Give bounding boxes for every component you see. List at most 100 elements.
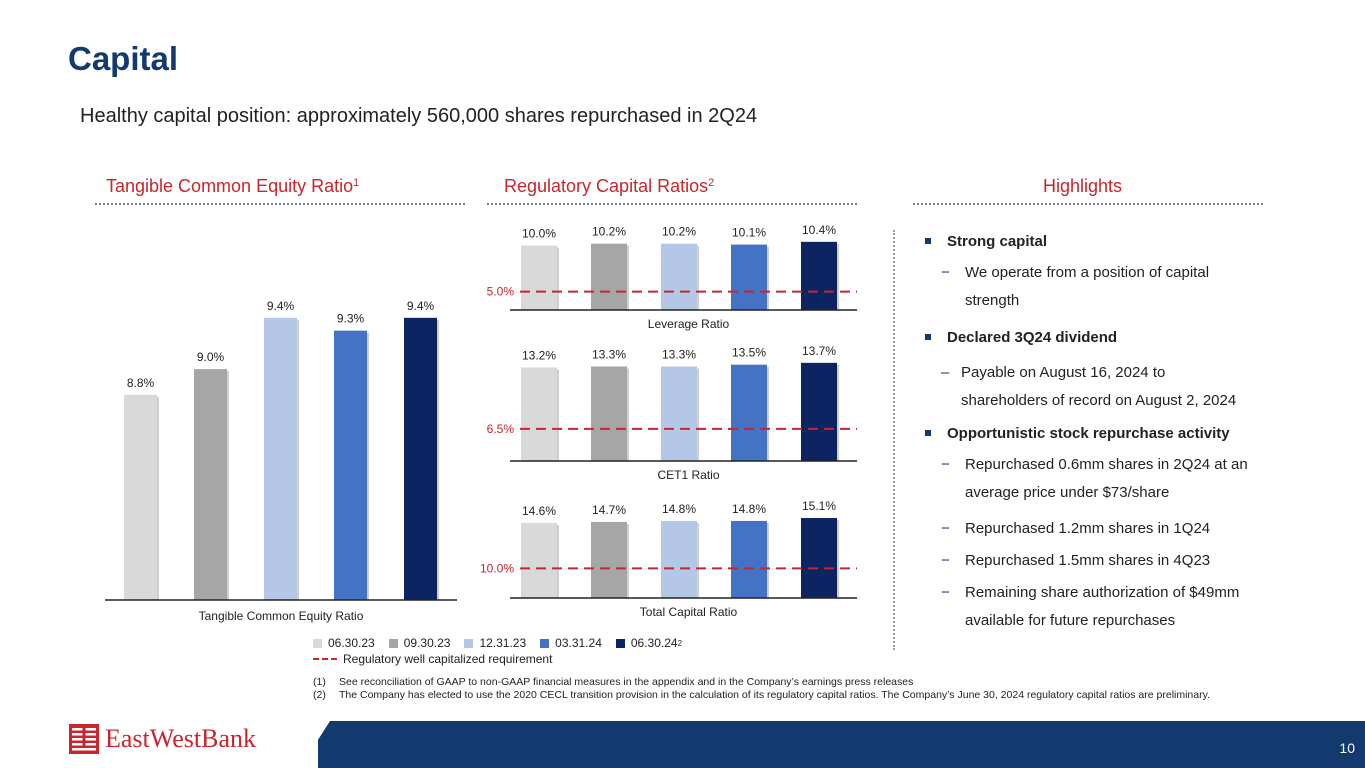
tce-section-title: Tangible Common Equity Ratio1 [106, 176, 359, 197]
bar-12.31.23 [661, 243, 697, 310]
tce-divider [95, 203, 465, 205]
bar-06.30.24 [801, 517, 837, 598]
tce-title-text: Tangible Common Equity Ratio [106, 176, 354, 196]
east-west-bank-logo: EastWestBank [69, 724, 256, 754]
legend-swatch [615, 638, 625, 648]
bullet-square-icon [925, 334, 931, 340]
highlights-divider [913, 203, 1263, 205]
bar-value-label: 10.1% [732, 226, 766, 240]
logo-text: EastWestBank [105, 724, 256, 753]
footnote-number: (1) [313, 676, 326, 688]
highlight-heading: Declared 3Q24 dividend [947, 329, 1118, 346]
bar-12.31.23 [264, 317, 297, 600]
highlight-text: Payable on August 16, 2024 to [961, 364, 1166, 381]
highlight-text: Repurchased 0.6mm shares in 2Q24 at an a… [965, 456, 1248, 501]
dash-icon: − [941, 552, 950, 569]
bar-value-label: 13.7% [802, 344, 836, 358]
legend-label: 03.31.24 [555, 636, 602, 650]
legend-footnote-ref: 2 [677, 638, 683, 648]
highlight-bullet: Declared 3Q24 dividend [925, 327, 1265, 359]
footer-bar [318, 721, 1365, 768]
highlight-text: We operate from a position of capital st… [965, 264, 1210, 309]
highlight-sub: − Repurchased 1.5mm shares in 4Q23 [925, 547, 1265, 579]
footnote-number: (2) [313, 688, 326, 701]
legend-label: 06.30.23 [328, 636, 375, 650]
tce-footnote-ref: 1 [353, 177, 360, 189]
legend-label: 09.30.23 [403, 636, 451, 650]
bar-value-label: 10.2% [592, 225, 626, 239]
regulatory-charts: 10.0% 10.2% 10.2% 10.1% 10.4% 5.0% Leverage Ra… [480, 223, 857, 619]
chart-legend: 06.30.23 09.30.23 12.31.23 03.31.24 06.3… [313, 635, 696, 667]
bar-value-label: 8.8% [127, 376, 155, 390]
bar-value-label: 10.2% [662, 225, 696, 239]
bar-03.31.24 [731, 364, 767, 461]
footnotes: (1) See reconciliation of GAAP to non-GAA… [313, 676, 1253, 701]
highlights-separator [893, 230, 895, 650]
highlight-text: Repurchased 1.5mm shares in 4Q23 [965, 552, 1211, 569]
bar-12.31.23 [661, 366, 697, 461]
highlight-text: Repurchased 1.2mm shares in 1Q24 [965, 520, 1211, 537]
highlight-bullet: Strong capital [925, 231, 1265, 263]
legend-periods: 06.30.23 09.30.23 12.31.23 03.31.24 06.3… [313, 635, 696, 651]
page-subtitle: Healthy capital position: approximately … [80, 105, 758, 127]
reg-title-text: Regulatory Capital Ratios [504, 176, 709, 196]
footnote-text: The Company has elected to use the 2020 … [339, 688, 1210, 701]
bar-value-label: 15.1% [802, 499, 836, 513]
legend-item: 06.30.24 2 [615, 636, 683, 650]
bar-06.30.23 [124, 394, 157, 600]
dash-icon: − [941, 456, 950, 473]
page-title: Capital [68, 40, 179, 77]
footnote: (1) See reconciliation of GAAP to non-GAA… [313, 676, 1253, 689]
threshold-label: 10.0% [480, 561, 514, 575]
highlight-heading: Opportunistic stock repurchase activity [947, 425, 1230, 442]
bar-09.30.23 [591, 243, 627, 310]
legend-swatch [540, 638, 550, 648]
legend-label: 12.31.23 [479, 636, 527, 650]
bank-emblem-icon [69, 724, 99, 754]
x-axis-label: Leverage Ratio [648, 317, 730, 331]
bar-value-label: 14.8% [662, 502, 696, 516]
bar-03.31.24 [334, 330, 367, 600]
highlight-sub: − Repurchased 0.6mm shares in 2Q24 at an … [925, 451, 1265, 511]
bar-06.30.24 [801, 362, 837, 461]
highlight-sub: – Payable on August 16, 2024 to [925, 359, 1265, 387]
dash-icon: − [941, 520, 950, 537]
highlight-sub-continued: shareholders of record on August 2, 2024 [961, 392, 1237, 409]
highlight-sub: − Remaining share authorization of $49mm … [925, 579, 1265, 639]
bar-06.30.24 [801, 241, 837, 310]
bar-value-label: 9.4% [407, 299, 435, 313]
dash-icon: − [941, 584, 950, 601]
bar-value-label: 9.0% [197, 350, 225, 364]
legend-item: 03.31.24 [540, 636, 602, 650]
legend-item: 12.31.23 [464, 636, 526, 650]
bar-value-label: 13.2% [522, 348, 556, 362]
page-number: 10 [1339, 740, 1355, 756]
bar-06.30.24 [404, 317, 437, 600]
highlights-section-title: Highlights [1043, 176, 1123, 196]
threshold-label: 6.5% [487, 422, 515, 436]
bar-12.31.23 [661, 520, 697, 598]
bar-06.30.23 [521, 367, 557, 461]
bar-03.31.24 [731, 520, 767, 598]
bullet-square-icon [925, 238, 931, 244]
bar-09.30.23 [591, 521, 627, 598]
footnote-text: See reconciliation of GAAP to non-GAAP f… [339, 676, 914, 688]
bullet-square-icon [925, 430, 931, 436]
bar-value-label: 10.4% [802, 223, 836, 237]
bar-value-label: 9.3% [337, 312, 365, 326]
highlights-panel: Strong capital − We operate from a positi… [925, 231, 1265, 639]
highlight-sub: − We operate from a position of capital s… [925, 259, 1265, 319]
reg-footnote-ref: 2 [708, 177, 715, 189]
highlight-text: Remaining share authorization of $49mm a… [965, 584, 1240, 629]
legend-requirement-label: Regulatory well capitalized requirement [343, 652, 553, 666]
legend-swatch [464, 638, 474, 648]
footer-notch [300, 721, 330, 768]
tce-chart: 8.8% 9.0% 9.4% 9.3% 9.4% Tangible Common Equ… [105, 299, 457, 623]
bar-value-label: 13.3% [592, 348, 626, 362]
highlight-heading: Strong capital [947, 233, 1048, 250]
bar-09.30.23 [194, 369, 227, 600]
bar-value-label: 13.5% [732, 346, 766, 360]
legend-item: 09.30.23 [388, 636, 451, 650]
legend-item: 06.30.23 [313, 636, 375, 650]
bar-value-label: 13.3% [662, 348, 696, 362]
